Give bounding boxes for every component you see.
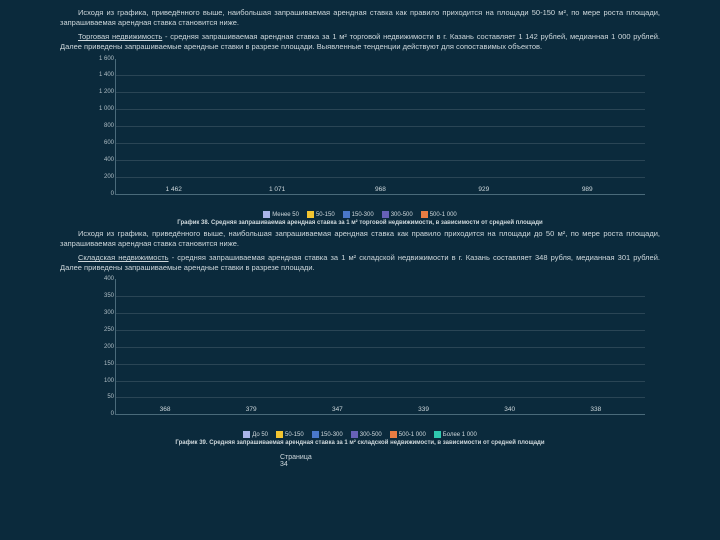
plot-area: 02004006008001 0001 2001 4001 6001 4621 … bbox=[115, 59, 645, 195]
bar-column: 379 bbox=[223, 406, 279, 414]
paragraph-4: Складская недвижимость - средняя запраши… bbox=[60, 253, 660, 273]
bar-column: 989 bbox=[559, 186, 615, 194]
bar-value-label: 340 bbox=[504, 406, 515, 413]
chart-2: 0501001502002503003504003683793473393403… bbox=[90, 277, 650, 429]
bar-value-label: 989 bbox=[582, 186, 593, 193]
legend-swatch bbox=[421, 211, 428, 218]
legend-item: 50-150 bbox=[307, 211, 335, 218]
para4-lead: Складская недвижимость bbox=[78, 253, 169, 262]
y-tick-label: 1 600 bbox=[92, 56, 114, 62]
bar-value-label: 1 071 bbox=[269, 186, 285, 193]
legend-swatch bbox=[390, 431, 397, 438]
legend-swatch bbox=[343, 211, 350, 218]
legend-item: Более 1 000 bbox=[434, 431, 477, 438]
legend-label: 500-1 000 bbox=[399, 432, 426, 438]
legend-swatch bbox=[307, 211, 314, 218]
y-tick-label: 200 bbox=[92, 344, 114, 350]
legend-swatch bbox=[434, 431, 441, 438]
legend-swatch bbox=[243, 431, 250, 438]
y-tick-label: 400 bbox=[92, 276, 114, 282]
legend-swatch bbox=[276, 431, 283, 438]
legend-item: Менее 50 bbox=[263, 211, 299, 218]
bar-value-label: 379 bbox=[246, 406, 257, 413]
bars-group: 368 379 347 339 340 338 bbox=[116, 279, 645, 414]
bar-column: 1 462 bbox=[146, 186, 202, 194]
y-tick-label: 1 400 bbox=[92, 72, 114, 78]
legend-label: 50-150 bbox=[285, 432, 304, 438]
bar-value-label: 368 bbox=[160, 406, 171, 413]
y-tick-label: 50 bbox=[92, 394, 114, 400]
legend-item: 150-300 bbox=[343, 211, 374, 218]
paragraph-2: Торговая недвижимость - средняя запрашив… bbox=[60, 32, 660, 52]
legend-item: 500-1 000 bbox=[421, 211, 457, 218]
legend-label: 150-300 bbox=[352, 212, 374, 218]
bar-value-label: 929 bbox=[478, 186, 489, 193]
y-tick-label: 800 bbox=[92, 123, 114, 129]
footer-label: Страница bbox=[280, 454, 312, 461]
legend-label: Более 1 000 bbox=[443, 432, 477, 438]
legend-item: 150-300 bbox=[312, 431, 343, 438]
legend-swatch bbox=[351, 431, 358, 438]
legend-item: До 50 bbox=[243, 431, 268, 438]
bar-value-label: 968 bbox=[375, 186, 386, 193]
bar-value-label: 347 bbox=[332, 406, 343, 413]
y-tick-label: 600 bbox=[92, 140, 114, 146]
chart-1: 02004006008001 0001 2001 4001 6001 4621 … bbox=[90, 57, 650, 209]
y-tick-label: 0 bbox=[92, 411, 114, 417]
legend-label: 50-150 bbox=[316, 212, 335, 218]
chart-2-caption: График 39. Средняя запрашиваемая арендна… bbox=[60, 440, 660, 447]
bar-column: 929 bbox=[456, 186, 512, 194]
legend-item: 500-1 000 bbox=[390, 431, 426, 438]
legend-item: 50-150 bbox=[276, 431, 304, 438]
bar-value-label: 338 bbox=[590, 406, 601, 413]
bar-column: 968 bbox=[352, 186, 408, 194]
legend-label: 300-500 bbox=[360, 432, 382, 438]
legend-swatch bbox=[382, 211, 389, 218]
legend-label: 150-300 bbox=[321, 432, 343, 438]
y-tick-label: 150 bbox=[92, 361, 114, 367]
chart-2-wrap: 0501001502002503003504003683793473393403… bbox=[60, 277, 660, 447]
legend-swatch bbox=[263, 211, 270, 218]
y-tick-label: 1 200 bbox=[92, 89, 114, 95]
legend-label: 500-1 000 bbox=[430, 212, 457, 218]
bar-column: 1 071 bbox=[249, 186, 305, 194]
bar-value-label: 1 462 bbox=[166, 186, 182, 193]
y-tick-label: 350 bbox=[92, 293, 114, 299]
chart-1-caption: График 38. Средняя запрашиваемая арендна… bbox=[60, 220, 660, 227]
bar-column: 368 bbox=[137, 406, 193, 414]
legend-label: 300-500 bbox=[391, 212, 413, 218]
legend-item: 300-500 bbox=[351, 431, 382, 438]
paragraph-1: Исходя из графика, приведённого выше, на… bbox=[60, 8, 660, 28]
page-footer: Страница 34 bbox=[60, 454, 660, 468]
footer-num: 34 bbox=[280, 461, 288, 468]
legend-label: До 50 bbox=[252, 432, 268, 438]
legend-label: Менее 50 bbox=[272, 212, 299, 218]
chart-1-legend: Менее 50 50-150 150-300 300-500 500-1 000 bbox=[60, 211, 660, 218]
bar-column: 340 bbox=[482, 406, 538, 414]
bar-column: 347 bbox=[309, 406, 365, 414]
legend-swatch bbox=[312, 431, 319, 438]
para2-lead: Торговая недвижимость bbox=[78, 32, 162, 41]
plot-area: 0501001502002503003504003683793473393403… bbox=[115, 279, 645, 415]
y-tick-label: 200 bbox=[92, 174, 114, 180]
chart-2-legend: До 50 50-150 150-300 300-500 500-1 000 Более … bbox=[60, 431, 660, 438]
y-tick-label: 100 bbox=[92, 378, 114, 384]
document-page: Исходя из графика, приведённого выше, на… bbox=[0, 0, 720, 472]
bar-column: 338 bbox=[568, 406, 624, 414]
y-tick-label: 1 000 bbox=[92, 106, 114, 112]
y-tick-label: 400 bbox=[92, 157, 114, 163]
legend-item: 300-500 bbox=[382, 211, 413, 218]
y-tick-label: 250 bbox=[92, 327, 114, 333]
paragraph-3: Исходя из графика, приведённого выше, на… bbox=[60, 229, 660, 249]
chart-1-wrap: 02004006008001 0001 2001 4001 6001 4621 … bbox=[60, 57, 660, 227]
bars-group: 1 462 1 071 968 929 989 bbox=[116, 59, 645, 194]
y-tick-label: 300 bbox=[92, 310, 114, 316]
y-tick-label: 0 bbox=[92, 191, 114, 197]
bar-value-label: 339 bbox=[418, 406, 429, 413]
bar-column: 339 bbox=[396, 406, 452, 414]
